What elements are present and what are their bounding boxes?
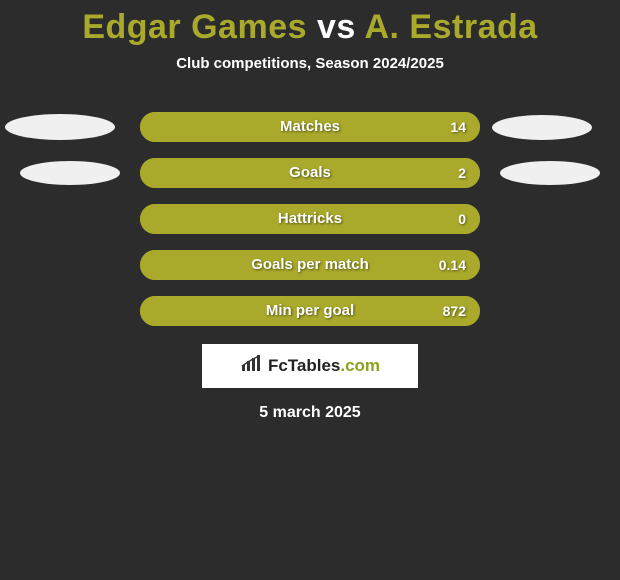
bar-label: Matches [140,112,480,142]
stat-bar: Goals2 [140,158,480,188]
stats-stage: Matches14 Goals2 Hattricks0 Goals per match… [0,112,620,326]
stat-row: Hattricks0 [0,204,620,234]
bar-value: 872 [443,296,466,326]
bar-label: Goals per match [140,250,480,280]
bar-value: 0.14 [439,250,466,280]
decor-ellipse [500,161,600,185]
stat-bar: Matches14 [140,112,480,142]
title-vs: vs [307,8,364,46]
stat-bar: Goals per match0.14 [140,250,480,280]
bar-label: Hattricks [140,204,480,234]
bar-value: 0 [458,204,466,234]
stat-row: Goals per match0.14 [0,250,620,280]
subtitle: Club competitions, Season 2024/2025 [0,55,620,72]
logo-brand: FcTables [268,356,340,375]
decor-ellipse [5,114,115,140]
stat-row: Min per goal872 [0,296,620,326]
title-player2: A. Estrada [364,8,537,46]
logo-domain: .com [340,356,380,375]
date-text: 5 march 2025 [0,404,620,422]
fctables-logo: FcTables.com [202,344,418,388]
bar-value: 14 [450,112,466,142]
decor-ellipse [20,161,120,185]
stat-bar: Hattricks0 [140,204,480,234]
bar-value: 2 [458,158,466,188]
title-player1: Edgar Games [82,8,307,46]
logo-text: FcTables.com [268,356,380,376]
bar-label: Min per goal [140,296,480,326]
bar-chart-icon [240,355,262,378]
page-title: Edgar Games vs A. Estrada [0,0,620,47]
bar-label: Goals [140,158,480,188]
decor-ellipse [492,115,592,140]
stat-bar: Min per goal872 [140,296,480,326]
